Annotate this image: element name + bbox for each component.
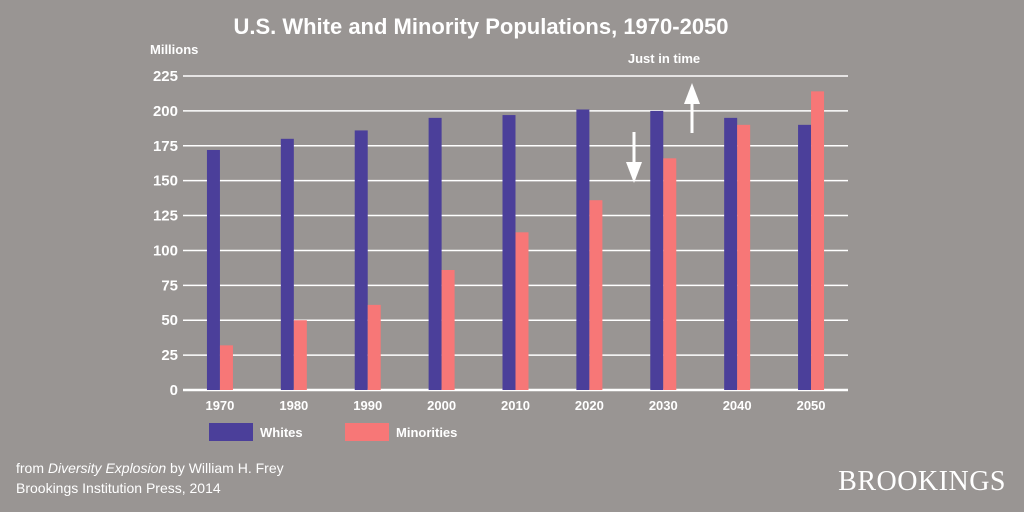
y-tick-label: 150: [153, 173, 178, 190]
x-tick-label: 2010: [501, 398, 530, 413]
x-tick-label: 2000: [427, 398, 456, 413]
y-tick-label: 125: [153, 208, 178, 225]
legend-label-minorities: Minorities: [396, 425, 457, 440]
credit-publisher: Brookings Institution Press, 2014: [16, 480, 221, 496]
credit-line-1: from Diversity Explosion by William H. F…: [16, 459, 284, 477]
chart-title: U.S. White and Minority Populations, 197…: [233, 14, 728, 39]
credit-book-title: Diversity Explosion: [47, 460, 167, 476]
bar-minorities-2040: [737, 124, 751, 390]
bar-minorities-2020: [589, 200, 603, 390]
y-tick-label: 225: [153, 68, 178, 85]
annotation-arrows: [626, 83, 700, 183]
x-tick-label: 1970: [205, 398, 234, 413]
bar-minorities-2030: [663, 158, 677, 390]
brookings-logo: BROOKINGS: [838, 466, 1006, 497]
bar-minorities-2050: [811, 91, 825, 391]
x-tick-label: 1980: [279, 398, 308, 413]
bar-whites-1990: [354, 130, 368, 390]
legend-swatch-minorities: [345, 423, 389, 441]
bar-whites-2010: [502, 115, 516, 390]
y-tick-label: 200: [153, 103, 178, 120]
down-arrow-icon: [626, 162, 642, 183]
bar-whites-2000: [428, 117, 442, 390]
bar-whites-2050: [798, 124, 812, 390]
y-axis-ticks: 0 25 50 75 100 125 150 175 200 225: [153, 68, 178, 399]
y-tick-label: 175: [153, 138, 178, 155]
bar-whites-1980: [280, 138, 294, 390]
bar-whites-1970: [206, 149, 220, 390]
y-tick-label: 75: [161, 277, 178, 294]
x-tick-label: 2050: [797, 398, 826, 413]
bar-minorities-1990: [367, 304, 381, 390]
y-tick-label: 50: [161, 312, 178, 329]
bar-minorities-1970: [219, 345, 233, 390]
bar-whites-2040: [724, 117, 738, 390]
legend: Whites Minorities: [209, 423, 457, 441]
credit-author: by William H. Frey: [166, 460, 284, 476]
x-tick-label: 2020: [575, 398, 604, 413]
bar-minorities-2010: [515, 232, 529, 390]
x-axis-ticks: 1970 1980 1990 2000 2010 2020 2030 2040 2050: [205, 398, 825, 413]
legend-label-whites: Whites: [260, 425, 303, 440]
bar-minorities-2000: [441, 269, 455, 390]
y-tick-label: 25: [161, 347, 178, 364]
up-arrow-icon: [684, 83, 700, 104]
bar-minorities-1980: [293, 320, 307, 390]
y-axis-unit-label: Millions: [150, 42, 198, 57]
credit-prefix: from: [16, 460, 48, 476]
x-tick-label: 2040: [723, 398, 752, 413]
legend-swatch-whites: [209, 423, 253, 441]
bars: [206, 91, 825, 391]
x-tick-label: 2030: [649, 398, 678, 413]
x-tick-label: 1990: [353, 398, 382, 413]
y-tick-label: 0: [170, 382, 178, 399]
y-tick-label: 100: [153, 242, 178, 259]
bar-whites-2030: [650, 110, 664, 390]
annotation-just-in-time: Just in time: [628, 51, 700, 66]
bar-whites-2020: [576, 109, 590, 390]
